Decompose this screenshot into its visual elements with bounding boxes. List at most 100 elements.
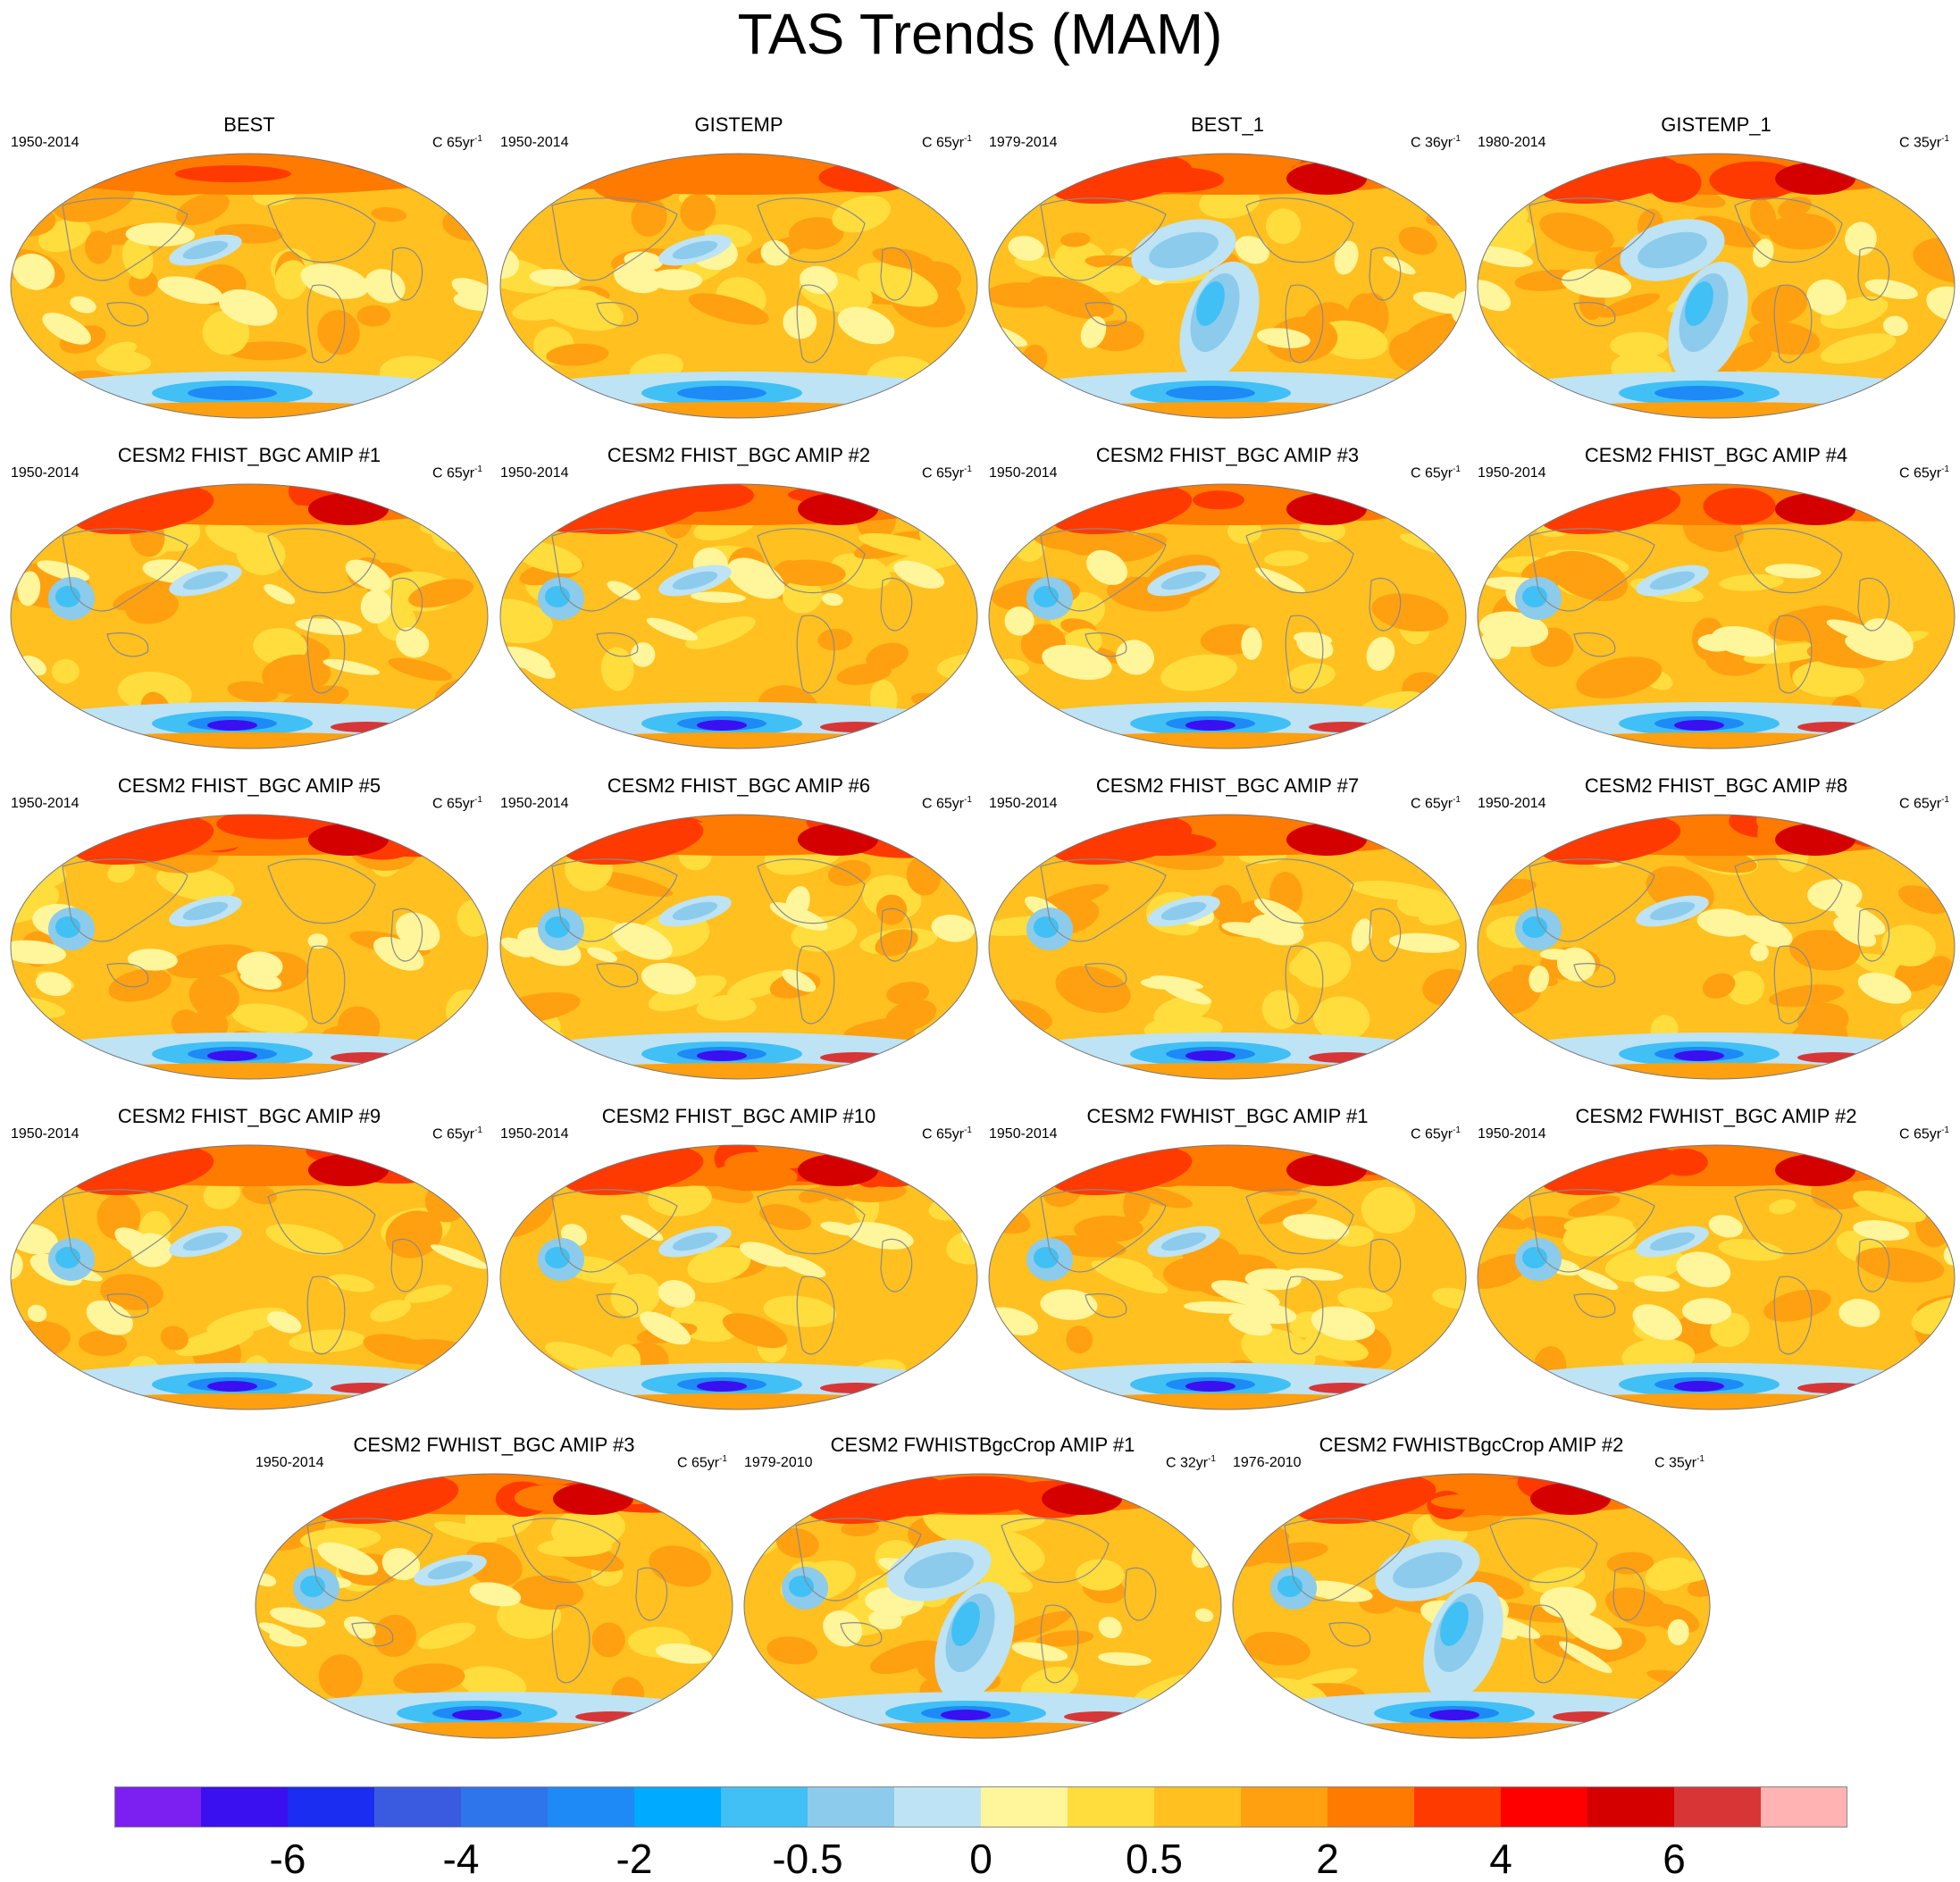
trend-field-patch xyxy=(113,579,181,611)
trend-field-patch xyxy=(837,306,895,345)
trend-field-patch xyxy=(575,1711,647,1722)
coastline xyxy=(596,1293,639,1318)
map-field xyxy=(500,484,977,749)
trend-field-patch xyxy=(1523,1393,1909,1409)
coastline xyxy=(1734,1189,1843,1255)
trend-field-patch xyxy=(1160,654,1237,691)
coastline xyxy=(1489,1518,1598,1584)
trend-field-patch xyxy=(1638,231,1707,269)
coastline xyxy=(1328,1622,1371,1647)
coastline xyxy=(1369,247,1402,301)
trend-field-patch xyxy=(614,263,662,294)
trend-field-patch xyxy=(270,1607,326,1628)
panel-title: CESM2 FHIST_BGC AMIP #7 xyxy=(1095,774,1360,797)
coastline xyxy=(1124,1567,1157,1621)
trend-field-patch xyxy=(1265,208,1302,245)
trend-field-patch xyxy=(775,1527,819,1559)
trend-field-patch xyxy=(182,1232,229,1251)
coastline xyxy=(106,1293,149,1318)
trend-field-patch xyxy=(174,165,291,183)
trend-field-patch xyxy=(687,1246,751,1284)
trend-field-patch xyxy=(1286,1154,1367,1186)
trend-field-patch xyxy=(1080,316,1107,348)
trend-field-patch xyxy=(1097,1652,1152,1666)
coastline xyxy=(1245,197,1354,263)
panel-units-exponent: -1 xyxy=(719,1454,727,1464)
trend-field-patch xyxy=(798,493,878,525)
coastline xyxy=(267,197,376,263)
trend-field-patch xyxy=(317,310,360,355)
coastline xyxy=(1245,858,1354,924)
trend-field-patch xyxy=(872,247,934,270)
trend-field-patch xyxy=(727,557,785,599)
trend-field-patch xyxy=(452,1710,502,1720)
trend-field-patch xyxy=(54,154,134,174)
trend-field-patch xyxy=(417,1622,476,1650)
coastline xyxy=(1734,528,1843,594)
panel-units-text: C 65yr xyxy=(431,1126,475,1142)
panel-title: CESM2 FHIST_BGC AMIP #10 xyxy=(601,1105,876,1127)
trend-field-patch xyxy=(227,681,279,703)
trend-field-patch xyxy=(1160,1232,1207,1251)
trend-field-patch xyxy=(1522,1247,1547,1268)
trend-field-patch xyxy=(55,916,80,938)
trend-field-patch xyxy=(1634,1276,1680,1292)
trend-field-patch xyxy=(1241,1327,1316,1375)
trend-field-patch xyxy=(1235,236,1269,264)
trend-field-patch xyxy=(881,154,939,188)
colorbar-swatch xyxy=(374,1786,462,1828)
panel-units: C 65yr-1 xyxy=(677,1451,727,1472)
trend-map xyxy=(743,1473,1222,1739)
trend-field-patch xyxy=(370,1300,412,1322)
panel-title: CESM2 FHIST_BGC AMIP #9 xyxy=(117,1105,381,1127)
trend-field-patch xyxy=(648,1180,712,1217)
coastline xyxy=(1040,1189,1167,1273)
coastline xyxy=(1529,1604,1568,1684)
map-panel: CESM2 FHIST_BGC AMIP #9 1950-2014 C 65yr-1 xyxy=(5,1104,493,1417)
trend-field-patch xyxy=(1034,916,1059,938)
map-border xyxy=(1232,1473,1711,1739)
coastline xyxy=(596,963,639,988)
trend-field-patch xyxy=(1797,722,1869,732)
trend-map xyxy=(10,814,489,1080)
map-panel: BEST_1 1979-2014 C 36yr-1 xyxy=(984,113,1471,425)
trend-field-patch xyxy=(1853,1190,1926,1223)
trend-field-patch xyxy=(530,484,603,510)
trend-field-patch xyxy=(537,1537,613,1557)
trend-field-patch xyxy=(1709,161,1801,200)
trend-field-patch xyxy=(1610,331,1668,359)
panel-units: C 65yr-1 xyxy=(922,130,972,152)
trend-field-patch xyxy=(236,532,286,576)
trend-field-patch xyxy=(696,994,757,1021)
trend-field-patch xyxy=(219,289,278,326)
trend-field-patch xyxy=(1258,1198,1318,1225)
trend-field-patch xyxy=(363,1334,435,1364)
trend-field-patch xyxy=(202,310,250,355)
trend-field-patch xyxy=(1523,732,1909,749)
trend-field-patch xyxy=(680,193,716,231)
coastline xyxy=(1085,302,1127,327)
trend-field-patch xyxy=(107,861,135,883)
coastline xyxy=(306,945,346,1025)
trend-field-patch xyxy=(1160,571,1207,590)
panel-units-exponent: -1 xyxy=(1941,795,1949,805)
coastline xyxy=(267,858,376,924)
trend-field-patch xyxy=(427,1560,473,1580)
trend-map xyxy=(10,1144,489,1410)
map-panel: CESM2 FWHISTBgcCrop AMIP #1 1979-2010 C 32… xyxy=(739,1433,1227,1745)
map-border xyxy=(988,1144,1467,1410)
coastline xyxy=(1245,1189,1354,1255)
trend-field-patch xyxy=(1107,532,1167,562)
coastline xyxy=(796,945,835,1025)
trend-field-patch xyxy=(1749,198,1777,236)
panel-units: C 65yr-1 xyxy=(432,791,482,813)
trend-field-patch xyxy=(630,642,656,667)
trend-field-patch xyxy=(1479,631,1512,660)
trend-field-patch xyxy=(1674,720,1724,731)
panel-units-text: C 65yr xyxy=(431,465,475,481)
panel-units: C 65yr-1 xyxy=(922,1122,972,1143)
trend-field-patch xyxy=(176,193,230,225)
trend-field-patch xyxy=(1696,908,1755,937)
trend-field-patch xyxy=(1478,1253,1531,1289)
map-border xyxy=(1477,814,1956,1080)
